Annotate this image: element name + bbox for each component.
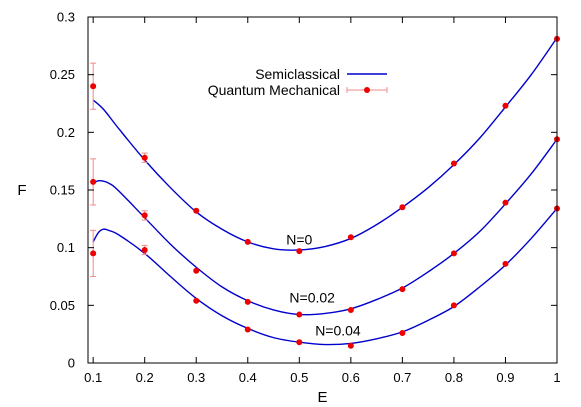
y-tick-label: 0.2 — [57, 125, 75, 140]
quantum-data-point — [141, 154, 148, 161]
y-tick-label: 0.25 — [50, 67, 75, 82]
axis-ticks — [88, 16, 558, 364]
quantum-data-point — [244, 238, 251, 245]
x-tick-label: 0.8 — [445, 370, 463, 385]
legend-label-quantum-mechanical: Quantum Mechanical — [208, 82, 340, 98]
x-tick-label: 0.7 — [393, 370, 411, 385]
y-tick-label: 0.3 — [57, 10, 75, 25]
legend: Semiclassical Quantum Mechanical — [208, 66, 388, 98]
y-tick-labels: 0 0.05 0.1 0.15 0.2 0.25 0.3 — [50, 10, 75, 371]
x-axis-label: E — [317, 389, 327, 406]
quantum-data-point — [502, 260, 509, 267]
quantum-data-point — [450, 302, 457, 309]
x-tick-label: 0.2 — [136, 370, 154, 385]
quantum-data-point — [141, 212, 148, 219]
quantum-data-point — [399, 330, 406, 337]
quantum-data-point — [296, 339, 303, 346]
curve-label: N=0.02 — [289, 289, 335, 305]
quantum-data-point — [244, 298, 251, 305]
quantum-data-point — [399, 286, 406, 293]
y-tick-label: 0.15 — [50, 183, 75, 198]
quantum-data-point — [296, 311, 303, 318]
quantum-data-point — [296, 248, 303, 255]
semiclassical-curve — [92, 207, 558, 346]
legend-label-semiclassical: Semiclassical — [255, 66, 340, 82]
quantum-data-point — [450, 250, 457, 257]
quantum-errorbars — [90, 62, 148, 277]
quantum-data-point — [141, 246, 148, 253]
y-tick-label: 0.1 — [57, 240, 75, 255]
quantum-data-point — [502, 102, 509, 109]
y-axis-label: F — [17, 182, 26, 199]
curve-label: N=0 — [286, 232, 312, 248]
x-tick-label: 1 — [553, 370, 560, 385]
quantum-data-point — [347, 342, 354, 349]
curve-label: N=0.04 — [315, 323, 361, 339]
quantum-data-point — [450, 160, 457, 167]
curve-labels: N=0 N=0.02 N=0.04 — [286, 232, 361, 339]
y-tick-label: 0 — [68, 356, 75, 371]
quantum-data-point — [90, 178, 97, 185]
x-tick-label: 0.1 — [84, 370, 102, 385]
x-tick-label: 0.5 — [290, 370, 308, 385]
quantum-data-point — [90, 83, 97, 90]
quantum-data-point — [193, 267, 200, 274]
quantum-points — [90, 35, 560, 349]
quantum-data-point — [347, 234, 354, 241]
quantum-data-point — [244, 326, 251, 333]
x-tick-label: 0.6 — [342, 370, 360, 385]
x-tick-labels: 0.1 0.2 0.3 0.4 0.5 0.6 0.7 0.8 0.9 1 — [84, 370, 561, 385]
quantum-data-point — [502, 199, 509, 206]
quantum-data-point — [193, 207, 200, 214]
y-tick-label: 0.05 — [50, 298, 75, 313]
quantum-data-point — [347, 306, 354, 313]
x-tick-label: 0.9 — [496, 370, 514, 385]
quantum-data-point — [90, 250, 97, 257]
quantum-data-point — [399, 204, 406, 211]
legend-point — [364, 87, 370, 93]
quantum-data-point — [193, 297, 200, 304]
legend-swatch-quantum-mechanical — [346, 87, 388, 93]
x-tick-label: 0.4 — [239, 370, 257, 385]
x-tick-label: 0.3 — [187, 370, 205, 385]
